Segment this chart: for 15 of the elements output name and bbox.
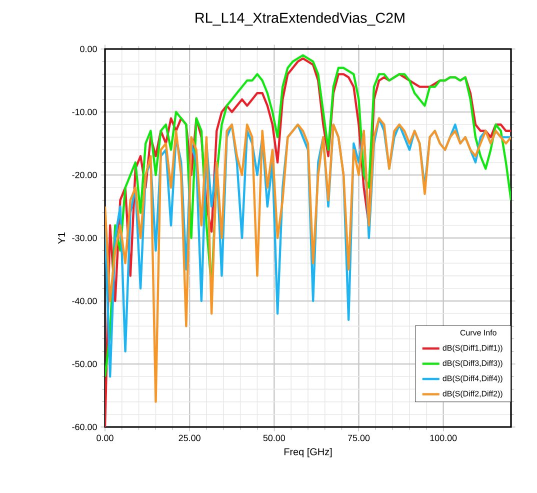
y-axis-title: Y1 — [58, 232, 65, 244]
y-tick-label: -60.00 — [72, 424, 97, 430]
y-tick-label: -20.00 — [72, 172, 97, 178]
x-tick-label: 25.00 — [178, 434, 200, 442]
x-tick-label: 0.00 — [96, 434, 114, 442]
x-tick-label: 100.00 — [430, 434, 457, 442]
y-tick-label: -30.00 — [72, 234, 97, 242]
x-tick-label: 50.00 — [263, 434, 286, 442]
y-tick-label: 0.00 — [80, 46, 97, 52]
y-tick-label: -40.00 — [72, 298, 97, 304]
chart-title: RL_L14_XtraExtendedVias_C2M — [196, 12, 404, 26]
y-tick-label: -50.00 — [72, 360, 97, 368]
y-tick-label: -10.00 — [72, 108, 97, 116]
x-axis-title: Freq [GHz] — [284, 448, 332, 458]
x-tick-label: 75.00 — [348, 434, 370, 442]
